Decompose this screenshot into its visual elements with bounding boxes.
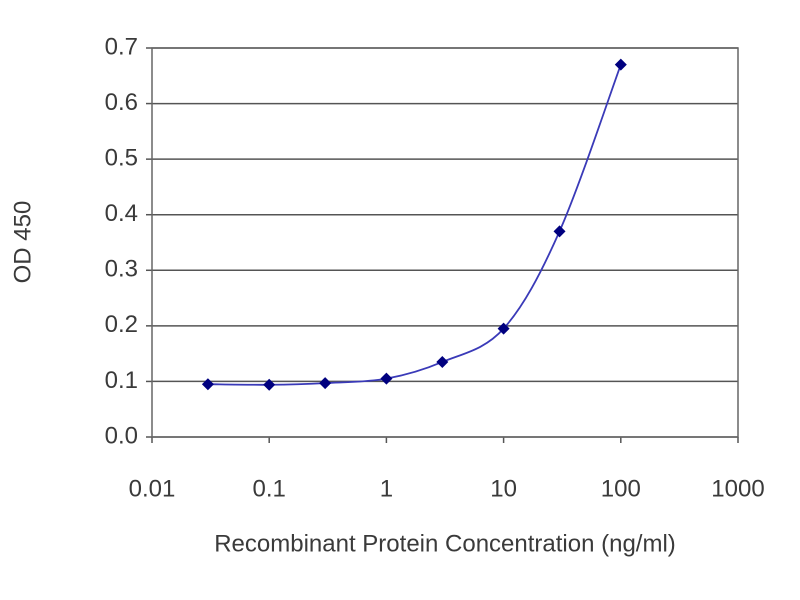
data-point [553, 225, 566, 238]
data-point [380, 372, 393, 385]
y-tick-label: 0.5 [105, 144, 138, 171]
data-point [319, 377, 332, 390]
data-point [497, 322, 510, 335]
y-tick-label: 0.1 [105, 367, 138, 394]
y-tick-label: 0.4 [105, 200, 138, 227]
plot-frame [151, 47, 739, 438]
data-point [263, 378, 276, 391]
y-tick-label: 0.6 [105, 89, 138, 116]
y-tick-label: 0.7 [105, 33, 138, 60]
x-tick-label: 1 [380, 475, 393, 502]
x-tick-label: 100 [601, 475, 641, 502]
data-point [436, 355, 449, 368]
x-tick-label: 1000 [711, 475, 764, 502]
y-axis-label: OD 450 [9, 201, 36, 284]
y-tick-label: 0.0 [105, 422, 138, 449]
y-tick-label: 0.2 [105, 311, 138, 338]
x-tick-label: 10 [490, 475, 517, 502]
y-tick-label: 0.3 [105, 256, 138, 283]
data-point [614, 58, 627, 71]
x-tick-label: 0.01 [129, 475, 176, 502]
x-axis-label: Recombinant Protein Concentration (ng/ml… [214, 530, 676, 557]
data-point [201, 378, 214, 391]
x-tick-label: 0.1 [253, 475, 286, 502]
